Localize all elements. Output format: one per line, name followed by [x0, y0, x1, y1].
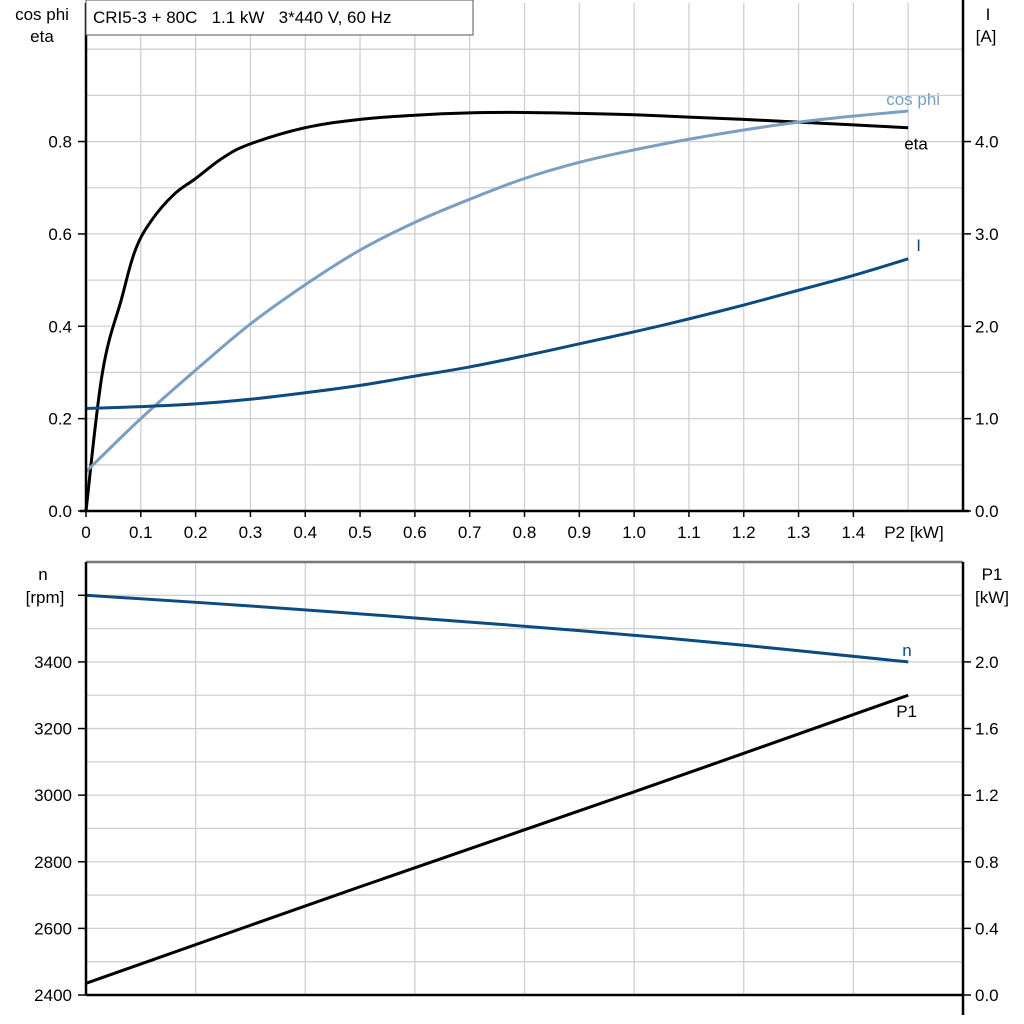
y-right-tick-label: 4.0 [975, 133, 999, 152]
y-right-tick-label: 3.0 [975, 225, 999, 244]
series-line-P1 [85, 693, 909, 985]
series-label-eta: eta [904, 135, 928, 154]
x-tick-label: 1.3 [787, 523, 811, 542]
series-line-eta [84, 110, 909, 512]
x-tick-label: 1.1 [677, 523, 701, 542]
y-left-tick-label: 3000 [34, 786, 72, 805]
y-left-tick-label: 0.2 [48, 410, 72, 429]
y-left-tick-label: 2600 [34, 919, 72, 938]
y-left-label-eta: eta [30, 27, 54, 46]
x-tick-label: 0.3 [239, 523, 263, 542]
series-line-I [85, 257, 909, 410]
y-left-tick-label: 2800 [34, 853, 72, 872]
y-left-label-cosphi: cos phi [15, 5, 69, 24]
y-right-label-unit: [A] [976, 27, 997, 46]
series-label-I: I [916, 236, 921, 255]
x-tick-label: 1.2 [732, 523, 756, 542]
y-left-tick-label: 0.8 [48, 133, 72, 152]
x-tick-label: 0.7 [458, 523, 482, 542]
y-right-tick-label: 0.4 [975, 919, 999, 938]
y-right-tick-label: 1.0 [975, 410, 999, 429]
x-tick-label: 0.2 [184, 523, 208, 542]
y-left-label-n: n [38, 565, 47, 584]
x-tick-label: 0.9 [567, 523, 591, 542]
top-grid [86, 3, 963, 511]
x-tick-label: 0.6 [403, 523, 427, 542]
title-box: CRI5-3 + 80C 1.1 kW 3*440 V, 60 Hz [85, 0, 474, 36]
y-left-tick-label: 0.4 [48, 317, 72, 336]
x-tick-label: 0.8 [513, 523, 537, 542]
title-box-frame [85, 0, 474, 36]
series-label-cos-phi: cos phi [886, 90, 940, 109]
axes: 0 0.1 0.2 0.3 0.4 0.5 0.6 0.7 0.8 0.9 1.0 1.1 1.2 1.3… [15, 0, 1009, 1015]
y-left-label-unit: [rpm] [26, 588, 65, 607]
y-right-tick-label: 1.2 [975, 786, 999, 805]
y-right-label-unit: [kW] [975, 588, 1009, 607]
y-right-tick-label: 0.0 [975, 502, 999, 521]
y-right-label-I: I [986, 5, 991, 24]
y-left-tick-label: 3400 [34, 653, 72, 672]
y-left-tick-label: 2400 [34, 986, 72, 1005]
y-left-tick-label: 0.6 [48, 225, 72, 244]
chart-marks: eta cos phi In P1 [84, 90, 940, 985]
y-right-tick-label: 0.8 [975, 853, 999, 872]
series-label-n: n [902, 641, 911, 660]
x-tick-label: 0.5 [348, 523, 372, 542]
series-line-cos-phi [84, 109, 909, 473]
x-tick-label: 1.0 [622, 523, 646, 542]
bottom-grid [86, 562, 963, 995]
chart-title: CRI5-3 + 80C 1.1 kW 3*440 V, 60 Hz [93, 8, 391, 27]
y-right-label-P1: P1 [982, 565, 1003, 584]
x-tick-label: 0.1 [129, 523, 153, 542]
series-label-P1: P1 [896, 702, 917, 721]
y-left-tick-label: 0.0 [48, 502, 72, 521]
x-axis-label: P2 [kW] [884, 523, 944, 542]
y-right-tick-label: 2.0 [975, 653, 999, 672]
y-right-tick-label: 1.6 [975, 720, 999, 739]
y-right-tick-label: 0.0 [975, 986, 999, 1005]
x-tick-label: 0 [81, 523, 90, 542]
series-line-n [85, 593, 909, 664]
x-tick-label: 0.4 [293, 523, 317, 542]
y-right-tick-label: 2.0 [975, 317, 999, 336]
y-left-tick-label: 3200 [34, 720, 72, 739]
x-tick-label: 1.4 [842, 523, 866, 542]
